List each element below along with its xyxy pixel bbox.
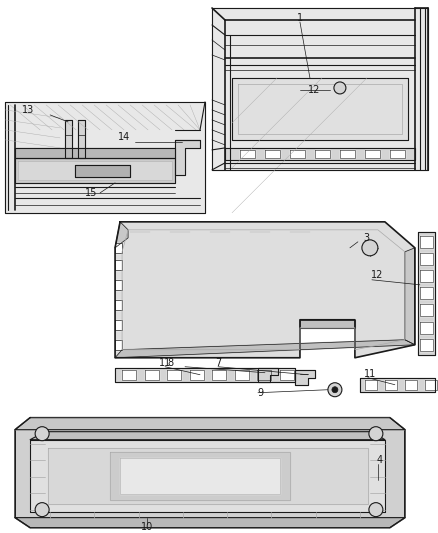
Polygon shape: [420, 236, 433, 248]
Polygon shape: [145, 370, 159, 379]
Text: 10: 10: [141, 522, 153, 531]
Polygon shape: [15, 418, 405, 430]
Polygon shape: [48, 448, 368, 504]
Text: 8: 8: [167, 358, 173, 368]
Text: 11: 11: [159, 358, 171, 368]
Polygon shape: [115, 340, 122, 350]
Polygon shape: [390, 150, 405, 158]
Circle shape: [369, 503, 383, 516]
Polygon shape: [115, 280, 122, 290]
Text: 3: 3: [363, 233, 369, 243]
Circle shape: [328, 383, 342, 397]
Circle shape: [369, 427, 383, 441]
Polygon shape: [30, 440, 385, 512]
Text: 12: 12: [371, 270, 383, 280]
Polygon shape: [175, 140, 200, 175]
Polygon shape: [167, 370, 181, 379]
Polygon shape: [115, 222, 415, 358]
Text: 15: 15: [85, 188, 97, 198]
Polygon shape: [65, 120, 72, 158]
Text: 13: 13: [22, 105, 34, 115]
Circle shape: [35, 503, 49, 516]
Polygon shape: [405, 379, 417, 390]
Polygon shape: [115, 368, 295, 382]
Polygon shape: [405, 248, 415, 345]
Polygon shape: [30, 432, 385, 440]
Polygon shape: [115, 320, 122, 330]
Polygon shape: [420, 287, 433, 300]
Polygon shape: [120, 458, 280, 494]
Polygon shape: [420, 339, 433, 351]
Polygon shape: [418, 232, 435, 355]
Polygon shape: [420, 270, 433, 282]
Polygon shape: [115, 260, 122, 270]
Circle shape: [35, 427, 49, 441]
Polygon shape: [5, 102, 205, 213]
Text: 12: 12: [308, 85, 320, 95]
Polygon shape: [212, 370, 226, 379]
Polygon shape: [258, 370, 272, 379]
Polygon shape: [225, 148, 415, 160]
Polygon shape: [122, 370, 136, 379]
Polygon shape: [15, 518, 405, 528]
Text: 14: 14: [118, 132, 130, 142]
Text: 1: 1: [297, 13, 303, 23]
Polygon shape: [115, 300, 122, 310]
Polygon shape: [115, 340, 415, 358]
Polygon shape: [212, 8, 428, 170]
Text: 7: 7: [215, 358, 221, 368]
Polygon shape: [115, 243, 122, 253]
Circle shape: [332, 387, 338, 393]
Polygon shape: [240, 150, 255, 158]
Polygon shape: [420, 321, 433, 334]
Polygon shape: [295, 370, 315, 385]
Polygon shape: [340, 150, 355, 158]
Polygon shape: [280, 370, 294, 379]
Polygon shape: [115, 222, 128, 248]
Polygon shape: [15, 158, 175, 183]
Polygon shape: [190, 370, 204, 379]
Polygon shape: [420, 253, 433, 265]
Polygon shape: [110, 451, 290, 499]
Circle shape: [362, 240, 378, 256]
Polygon shape: [360, 378, 435, 392]
Polygon shape: [235, 370, 249, 379]
Polygon shape: [15, 418, 405, 528]
Polygon shape: [15, 148, 175, 158]
Polygon shape: [265, 150, 280, 158]
Polygon shape: [78, 120, 85, 158]
Polygon shape: [258, 368, 278, 382]
Polygon shape: [300, 320, 355, 328]
Circle shape: [334, 82, 346, 94]
Polygon shape: [18, 161, 172, 180]
Polygon shape: [232, 78, 408, 140]
Polygon shape: [290, 150, 305, 158]
Text: 4: 4: [377, 455, 383, 465]
Polygon shape: [315, 150, 330, 158]
Polygon shape: [385, 379, 397, 390]
Polygon shape: [75, 165, 130, 177]
Text: 9: 9: [257, 387, 263, 398]
Polygon shape: [365, 379, 377, 390]
Polygon shape: [365, 150, 380, 158]
Polygon shape: [420, 304, 433, 317]
Text: 11: 11: [364, 369, 376, 379]
Polygon shape: [425, 379, 437, 390]
